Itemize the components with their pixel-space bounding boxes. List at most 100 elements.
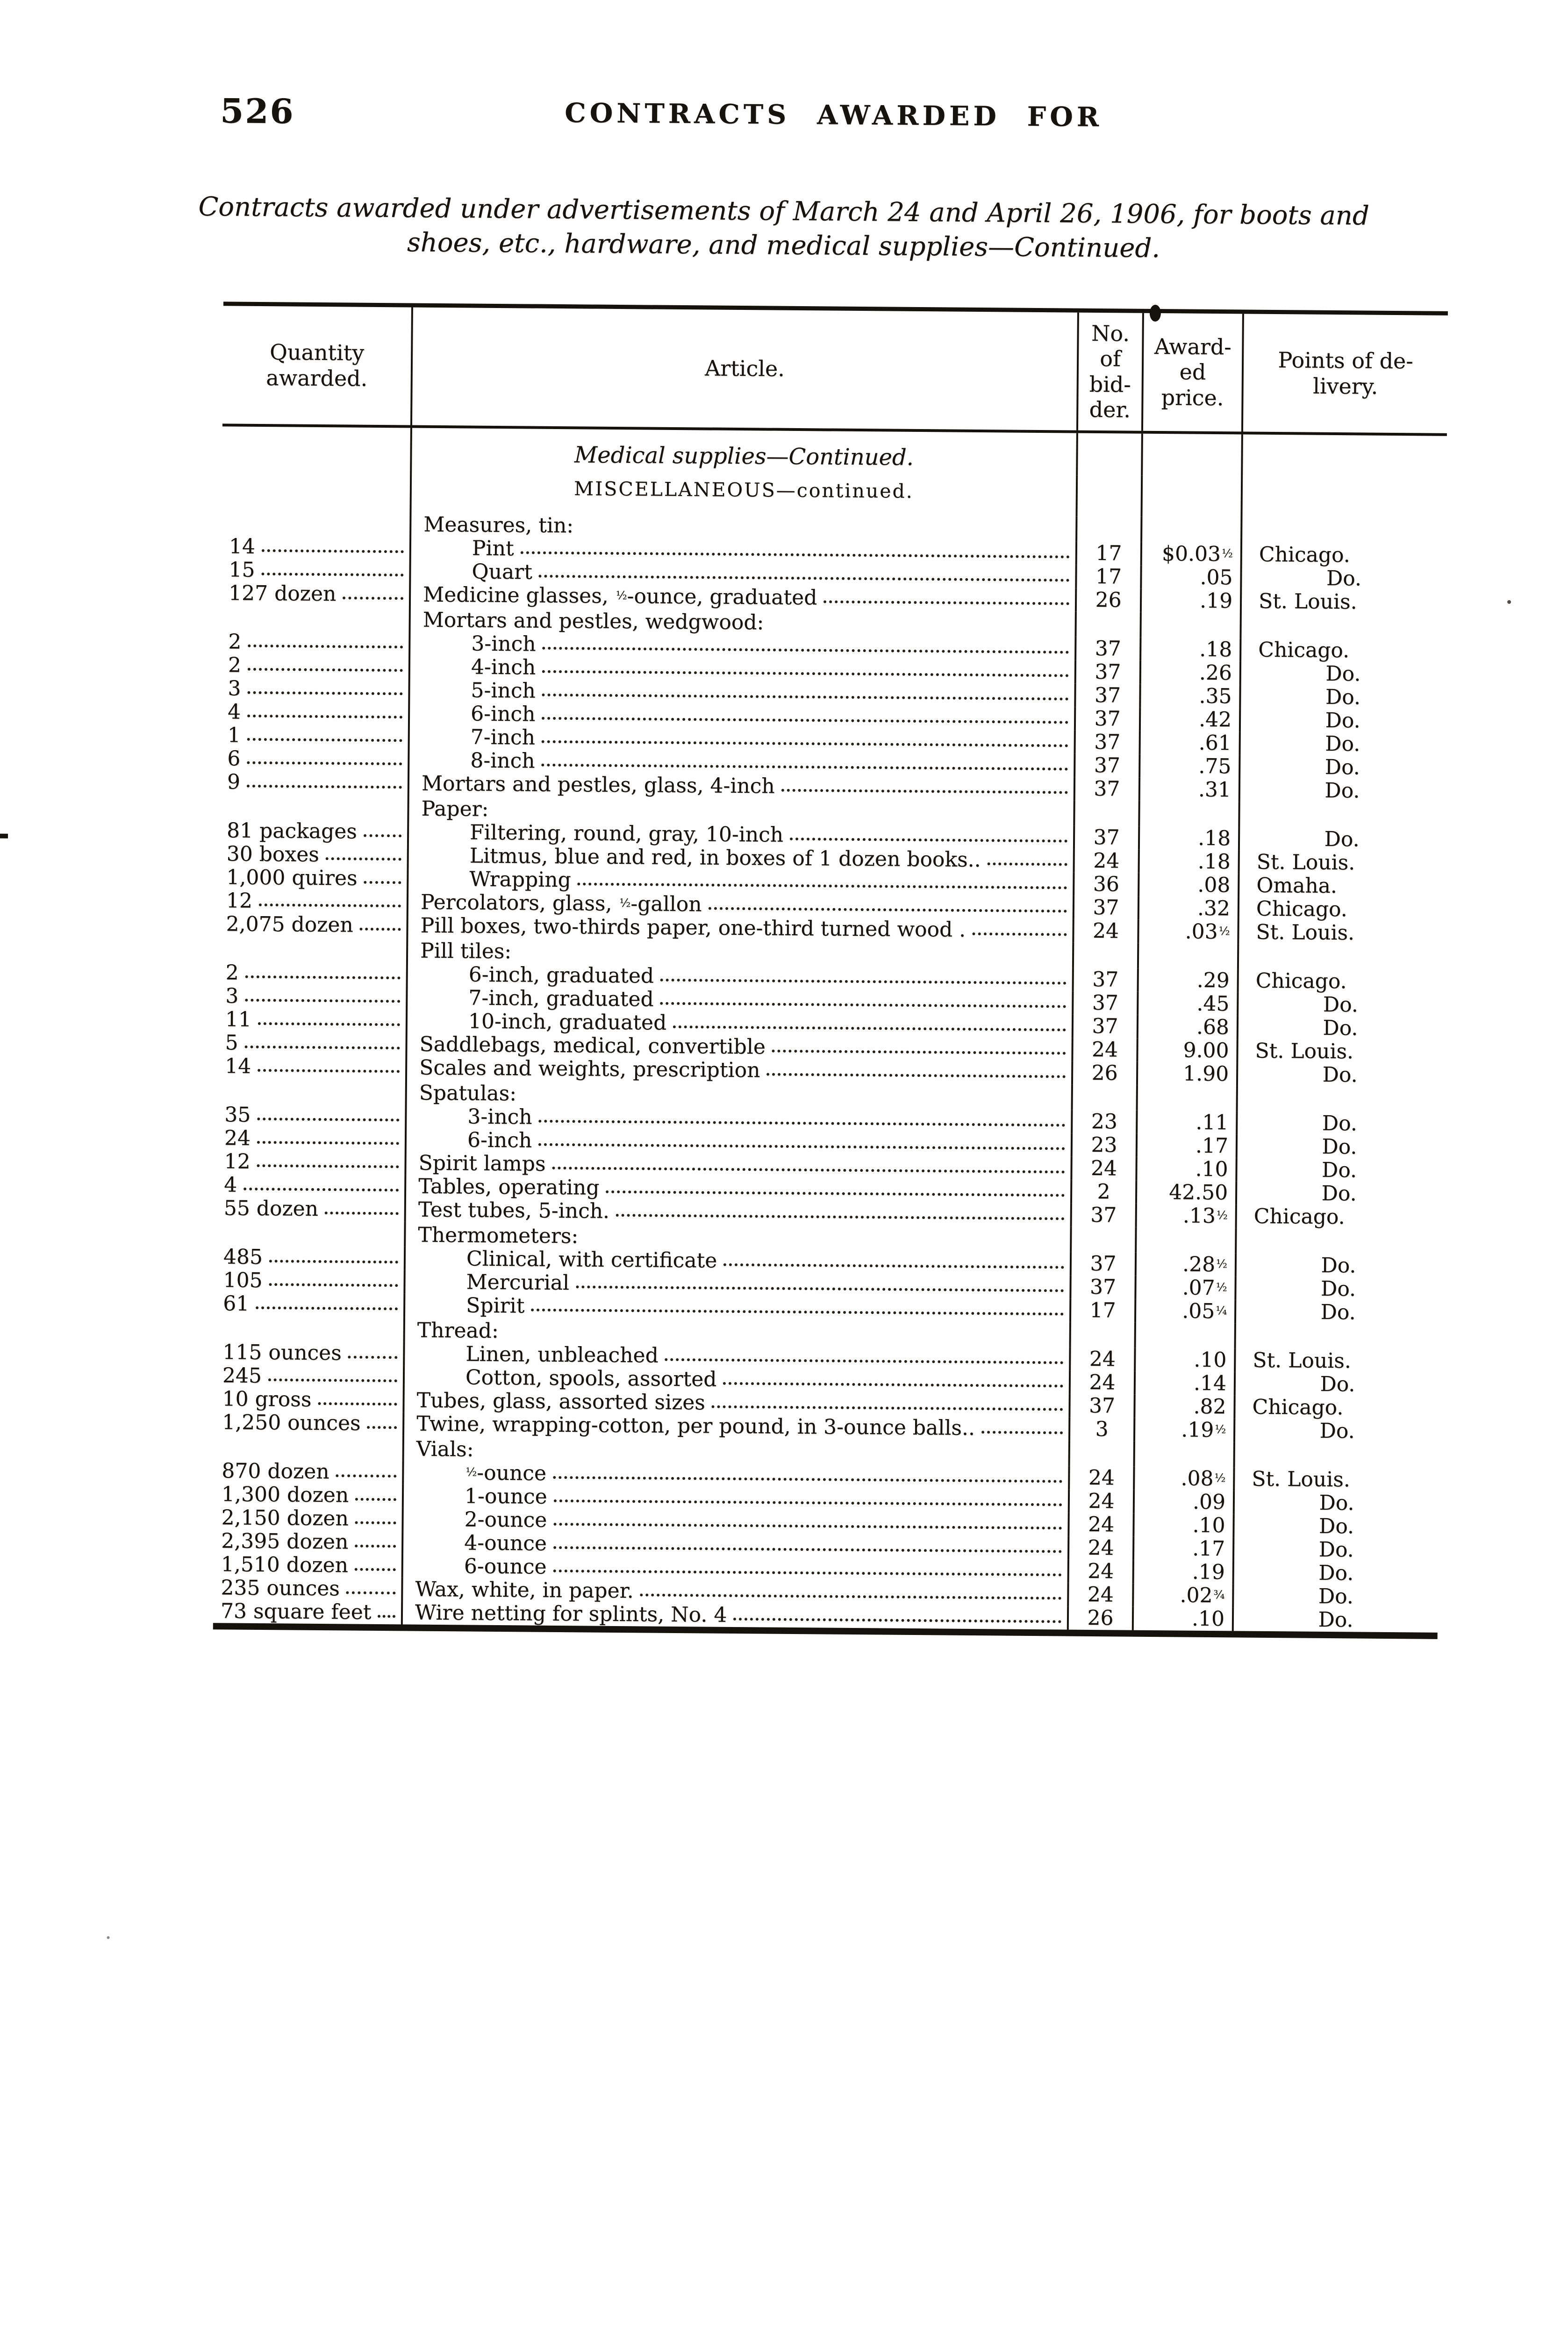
quantity-cell: 1 (220, 723, 410, 749)
bidders-cell: 37 (1076, 660, 1142, 684)
quantity-cell: 2 (220, 653, 411, 679)
delivery-value: Do. (1321, 1158, 1357, 1183)
delivery-cell (1242, 476, 1446, 519)
bidders-value: 24 (1088, 1489, 1115, 1513)
delivery-value: Do. (1326, 566, 1362, 591)
dot-leader (245, 998, 401, 1003)
quantity-value: 2,075 dozen (226, 912, 353, 937)
bidders-cell: 37 (1075, 730, 1141, 754)
group-heading: Mortars and pestles, wedgwood: (422, 608, 764, 635)
quantity-value: 115 ounces (222, 1340, 342, 1365)
article-text: Quart (472, 559, 533, 584)
delivery-value: St. Louis. (1253, 1348, 1352, 1373)
dot-leader (261, 572, 404, 576)
bidders-value: 24 (1093, 849, 1120, 873)
price-cell (1141, 612, 1242, 638)
delivery-cell: Do. (1238, 1134, 1441, 1159)
delivery-cell: Do. (1237, 1181, 1441, 1206)
price-cell: .17 (1134, 1536, 1235, 1561)
bidders-value: 36 (1093, 872, 1120, 896)
bidders-value: 37 (1093, 896, 1119, 920)
price-cell: .75 (1140, 754, 1241, 779)
bidders-value: 17 (1095, 541, 1122, 566)
price-cell: .61 (1140, 731, 1241, 755)
dot-leader (346, 1591, 396, 1594)
quantity-cell: 4 (220, 700, 410, 725)
article-text: Clinical, with certificate (466, 1247, 717, 1273)
bidders-cell: 37 (1074, 968, 1139, 992)
price-value: .29 (1196, 968, 1230, 992)
article-text: Tubes, glass, assorted sizes (416, 1389, 706, 1415)
bidders-cell: 24 (1069, 1536, 1135, 1560)
dot-leader (246, 784, 402, 789)
bidders-cell: 24 (1069, 1559, 1134, 1584)
delivery-value: Do. (1318, 1514, 1354, 1539)
delivery-value: Do. (1321, 1181, 1357, 1206)
delivery-cell: Do. (1234, 1584, 1438, 1609)
quantity-cell: 2 (221, 630, 411, 655)
delivery-cell (1235, 1442, 1439, 1469)
price-value: .10 (1194, 1348, 1227, 1372)
bidders-cell: 37 (1070, 1394, 1136, 1418)
delivery-cell: Do. (1241, 708, 1445, 733)
delivery-value: Do. (1320, 1276, 1356, 1301)
bidders-value: 24 (1088, 1559, 1114, 1583)
quantity-cell: 11 (217, 1007, 408, 1033)
price-value: .08½ (1181, 1466, 1226, 1491)
price-cell: .42 (1140, 707, 1241, 732)
bidders-value: 24 (1088, 1536, 1114, 1560)
price-value: .05 (1200, 565, 1233, 589)
bidders-value: 26 (1095, 588, 1122, 612)
price-value: .11 (1196, 1110, 1229, 1134)
quantity-cell (219, 793, 409, 821)
bidders-value: 37 (1094, 753, 1121, 778)
delivery-value: Do. (1325, 755, 1360, 780)
delivery-cell: Chicago. (1239, 897, 1443, 922)
price-cell (1135, 1441, 1235, 1468)
dot-leader (542, 670, 1069, 677)
dot-leader (542, 646, 1069, 654)
price-value: .14 (1193, 1371, 1227, 1395)
col-header-article: Article. (412, 307, 1079, 430)
delivery-cell: Do. (1240, 755, 1444, 780)
dot-leader (364, 881, 401, 884)
bidders-value: 23 (1091, 1110, 1118, 1134)
dot-leader (325, 857, 401, 860)
quantity-value: 5 (225, 1031, 238, 1055)
article-text: 3-inch (467, 1104, 532, 1129)
dot-leader (258, 903, 401, 907)
price-cell: .08½ (1135, 1466, 1235, 1491)
bidders-cell: 37 (1071, 1275, 1137, 1299)
quantity-value: 105 (223, 1268, 263, 1292)
quantity-value: 12 (224, 1149, 251, 1174)
col-header-quantity-awarded: Quantity awarded. (222, 305, 413, 425)
quantity-value: 3 (228, 676, 241, 701)
bidders-value: 37 (1095, 660, 1121, 684)
dot-leader (577, 882, 1067, 889)
bidders-cell (1075, 800, 1140, 826)
quantity-cell (221, 604, 411, 632)
delivery-value: St. Louis. (1252, 1467, 1351, 1491)
quantity-value: 11 (225, 1007, 252, 1032)
quantity-value: 9 (227, 770, 241, 794)
dot-leader (348, 1355, 398, 1359)
dot-leader (269, 1283, 398, 1287)
price-value: .35 (1199, 684, 1232, 708)
delivery-cell: Do. (1235, 1491, 1439, 1515)
delivery-value: Chicago. (1255, 969, 1347, 993)
article-cell: Wire netting for splints, No. 4 (402, 1601, 1069, 1630)
article-cell: MISCELLANEOUS—continued. (411, 470, 1078, 516)
dot-leader (355, 1544, 396, 1548)
quantity-cell: 4 (216, 1173, 407, 1198)
dot-leader (258, 1022, 400, 1026)
col-header-awarded-price: Award- ed price. (1143, 313, 1244, 432)
dot-leader (538, 1143, 1065, 1150)
delivery-cell: Do. (1236, 1300, 1440, 1325)
delivery-cell (1239, 944, 1443, 970)
article-text: Wire netting for splints, No. 4 (415, 1601, 727, 1627)
article-text: Filtering, round, gray, 10-inch (469, 820, 784, 847)
quantity-value: 30 boxes (226, 842, 320, 867)
price-cell (1143, 433, 1243, 477)
bidders-value: 24 (1089, 1370, 1116, 1394)
delivery-value: Do. (1322, 1111, 1358, 1136)
